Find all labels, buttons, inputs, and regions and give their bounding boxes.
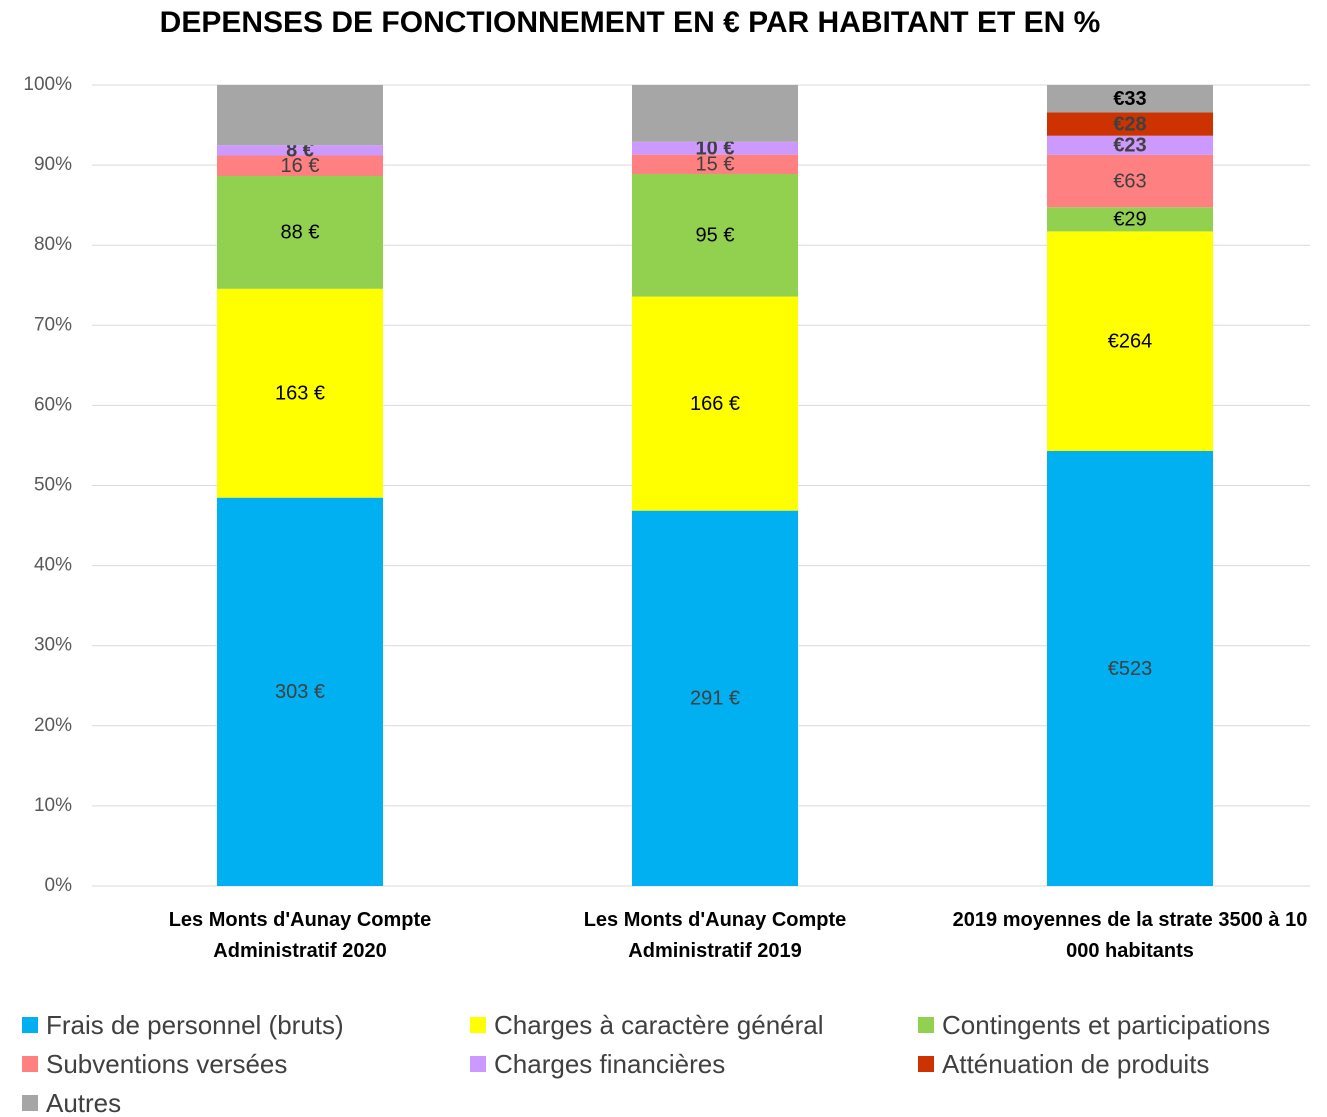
- bar-segment: [217, 85, 383, 146]
- y-tick-label: 100%: [23, 74, 72, 95]
- data-label: 88 €: [281, 222, 320, 244]
- bar-segment: [217, 175, 383, 289]
- data-label: €33: [1113, 88, 1146, 110]
- legend-entry: Charges financières: [470, 1049, 725, 1080]
- legend-entry: Atténuation de produits: [918, 1049, 1209, 1080]
- legend-entry: Subventions versées: [22, 1049, 287, 1080]
- bar-segment: [632, 296, 798, 511]
- y-tick-label: 90%: [34, 154, 72, 175]
- legend-label: Frais de personnel (bruts): [46, 1010, 344, 1040]
- data-label: 166 €: [690, 393, 740, 415]
- bar-segment: [632, 154, 798, 174]
- y-tick-label: 20%: [34, 715, 72, 736]
- bar-segment: [632, 141, 798, 155]
- legend-swatch: [918, 1017, 934, 1033]
- x-tick-label: Les Monts d'Aunay Compte Administratif 2…: [168, 909, 432, 962]
- legend-swatch: [22, 1095, 38, 1111]
- bar-segment: [1047, 135, 1213, 155]
- legend-label: Charges à caractère général: [494, 1010, 824, 1040]
- bar-segment: [1047, 231, 1213, 451]
- data-label: €28: [1113, 113, 1146, 135]
- legend-label: Autres: [46, 1088, 122, 1117]
- bar-segment: [1047, 154, 1213, 208]
- legend-swatch: [22, 1017, 38, 1033]
- y-tick-label: 10%: [34, 795, 72, 816]
- x-tick-label: Les Monts d'Aunay Compte Administratif 2…: [583, 909, 847, 962]
- data-label: 303 €: [275, 681, 325, 703]
- data-label: €29: [1113, 209, 1146, 231]
- y-tick-label: 80%: [34, 234, 72, 255]
- data-label: 16 €: [281, 155, 320, 177]
- y-tick-label: 30%: [34, 635, 72, 656]
- y-tick-label: 0%: [45, 875, 73, 896]
- bar-segment: [1047, 112, 1213, 136]
- data-label: €523: [1108, 658, 1153, 680]
- legend-label: Subventions versées: [46, 1049, 288, 1079]
- y-tick-label: 40%: [34, 555, 72, 576]
- y-tick-label: 60%: [34, 394, 72, 415]
- x-tick-label: 2019 moyennes de la strate 3500 à 10 000…: [952, 909, 1308, 962]
- bar-segment: [1047, 85, 1213, 113]
- data-label: €23: [1113, 135, 1146, 157]
- bar-segment: [1047, 207, 1213, 232]
- legend-label: Charges financières: [494, 1049, 726, 1079]
- legend-entry: Charges à caractère général: [470, 1010, 824, 1041]
- bar-segment: [217, 155, 383, 176]
- data-label: €264: [1108, 330, 1153, 352]
- bar-segment: [1047, 450, 1213, 886]
- bar-segment: [217, 145, 383, 156]
- bar-segment: [632, 510, 798, 886]
- legend-swatch: [918, 1056, 934, 1072]
- data-label: 10 €: [696, 137, 735, 159]
- data-label: 15 €: [696, 154, 735, 176]
- data-label: 163 €: [275, 383, 325, 405]
- legend-label: Atténuation de produits: [942, 1049, 1210, 1079]
- y-tick-label: 50%: [34, 475, 72, 496]
- legend-entry: Autres: [22, 1088, 121, 1117]
- bar-segment: [632, 85, 798, 142]
- bar-segment: [217, 288, 383, 498]
- chart-title: DEPENSES DE FONCTIONNEMENT EN € PAR HABI…: [160, 6, 1101, 39]
- legend-entry: Contingents et participations: [918, 1010, 1270, 1041]
- data-label: 291 €: [690, 688, 740, 710]
- data-label: 95 €: [696, 225, 735, 247]
- legend-label: Contingents et participations: [942, 1010, 1271, 1040]
- legend-entry: Frais de personnel (bruts): [22, 1010, 344, 1041]
- bar-segment: [632, 174, 798, 297]
- y-tick-label: 70%: [34, 314, 72, 335]
- legend-swatch: [470, 1017, 486, 1033]
- legend-swatch: [22, 1056, 38, 1072]
- legend-swatch: [470, 1056, 486, 1072]
- bar-segment: [217, 497, 383, 886]
- data-label: €63: [1113, 170, 1146, 192]
